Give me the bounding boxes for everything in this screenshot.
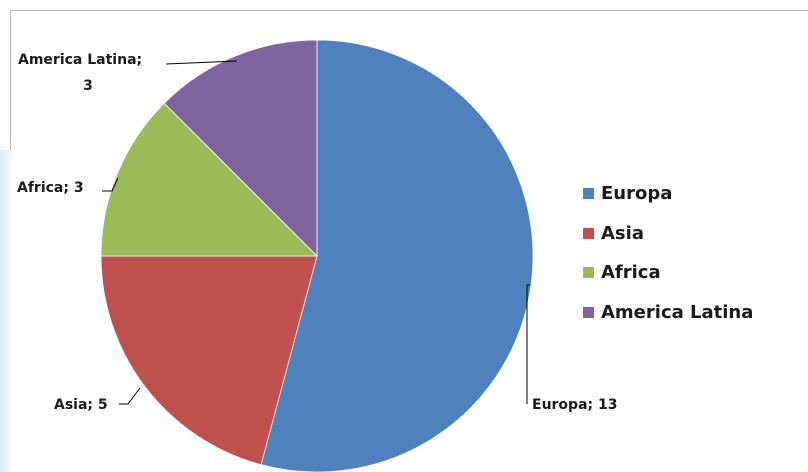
leader-line-europa — [526, 284, 530, 404]
pie-slice-asia — [100, 255, 318, 466]
leader-line-asia — [119, 387, 141, 405]
legend-item-asia: Asia — [583, 214, 753, 254]
data-label-europa: Europa; 13 — [532, 397, 617, 413]
legend-item-america-latina: America Latina — [583, 293, 753, 333]
legend: Europa Asia Africa America Latina — [583, 174, 753, 332]
pie-slice-america-latina — [163, 39, 318, 257]
data-label-asia: Asia; 5 — [54, 397, 108, 413]
leader-line-africa — [102, 177, 119, 192]
pie-slice-europa — [260, 39, 534, 472]
window-edge-highlight — [0, 150, 12, 472]
legend-label-africa: Africa — [601, 262, 661, 284]
legend-item-europa: Europa — [583, 174, 753, 214]
pie-slices — [100, 39, 534, 472]
pie-slice-africa — [100, 102, 318, 257]
data-label-america-latina-line2: 3 — [83, 78, 93, 94]
legend-swatch-america-latina — [583, 306, 594, 318]
legend-swatch-europa — [583, 188, 594, 200]
leader-lines — [102, 60, 530, 405]
legend-swatch-asia — [583, 227, 594, 239]
legend-label-europa: Europa — [601, 183, 673, 205]
data-label-america-latina-line1: America Latina; — [18, 52, 142, 68]
legend-item-africa: Africa — [583, 253, 753, 293]
data-label-africa: Africa; 3 — [17, 180, 84, 196]
legend-label-america-latina: America Latina — [601, 301, 754, 323]
legend-swatch-africa — [583, 267, 594, 279]
data-labels: America Latina; 3 Africa; 3 Asia; 5 Euro… — [17, 52, 617, 413]
legend-label-asia: Asia — [601, 222, 644, 244]
leader-line-america-latina — [165, 60, 238, 65]
